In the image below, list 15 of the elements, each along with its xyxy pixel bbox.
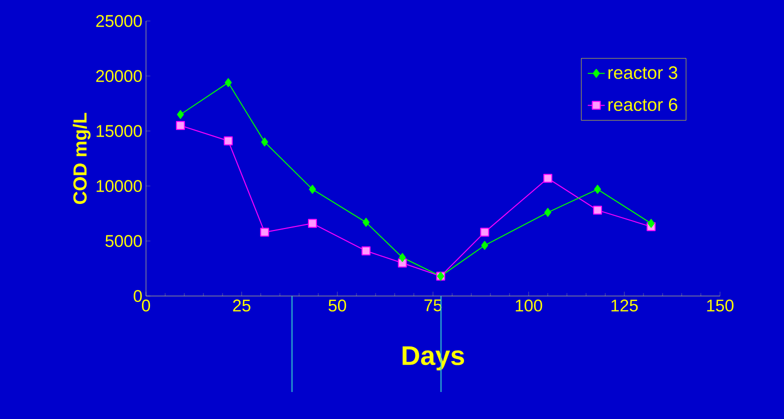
x-tick-label: 25	[233, 300, 250, 312]
x-tick-label: 0	[142, 300, 150, 312]
y-tick-label: 10000	[96, 180, 142, 192]
x-tick-label: 100	[516, 300, 542, 312]
legend-label: reactor 6	[608, 98, 678, 112]
y-tick-label: 20000	[96, 70, 142, 82]
y-tick-label: 0	[134, 290, 142, 302]
y-tick-label: 25000	[96, 15, 142, 27]
legend-label: reactor 3	[608, 66, 678, 80]
y-tick-label: 5000	[105, 235, 142, 247]
x-tick-label: 125	[612, 300, 638, 312]
y-tick-label: 15000	[96, 125, 142, 137]
x-tick-label: 150	[707, 300, 734, 312]
y-axis-title: COD mg/L	[72, 112, 91, 204]
x-tick-label: 50	[328, 300, 346, 312]
